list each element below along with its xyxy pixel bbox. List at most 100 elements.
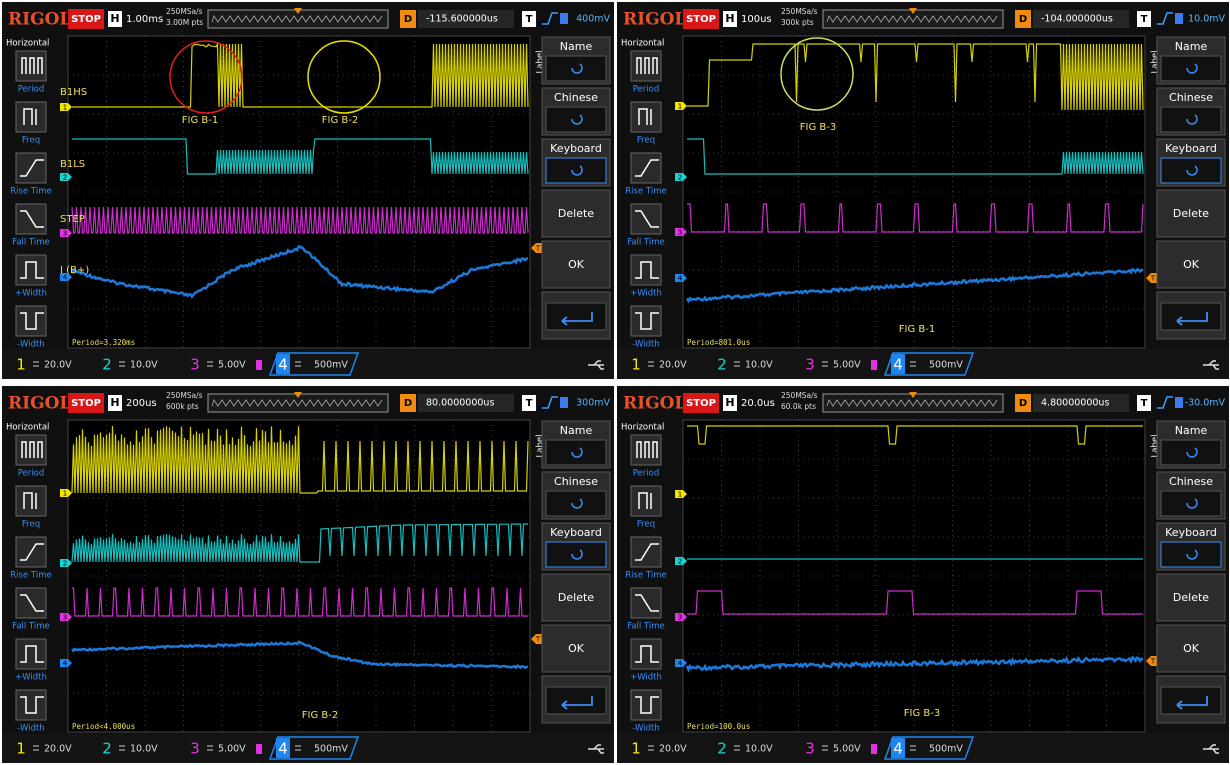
left-menu-title: Horizontal — [6, 423, 49, 433]
channel-number: 4 — [893, 356, 903, 374]
measurement: Period<4.000us — [72, 722, 135, 731]
source-icon — [560, 13, 568, 24]
channel-marker — [675, 659, 687, 667]
trigger-level: -30.0mV — [1185, 398, 1226, 409]
channel-label: B1LS — [60, 159, 85, 170]
waveform — [71, 425, 529, 494]
menu-knob — [545, 541, 607, 568]
channel-marker-label: 1 — [63, 104, 67, 112]
scope-panel: RIGOL STOP H 200us 250MSa/s 600k pts D 80.00000… — [2, 386, 614, 763]
left-menu-item: Freq — [22, 520, 40, 530]
sample-rate: 250MSa/s — [781, 391, 818, 400]
measure-glyph — [21, 441, 43, 458]
channel-number: 2 — [717, 740, 727, 758]
active-channel-bg — [883, 736, 975, 760]
left-menu-item: +Width — [630, 289, 662, 299]
return-icon — [561, 312, 593, 326]
menu-knob — [545, 439, 607, 466]
channel-scale: 20.0V — [659, 360, 687, 371]
channel-marker — [675, 102, 687, 110]
menu-key-label: Name — [560, 40, 593, 53]
channel-scale: 5.00V — [833, 360, 861, 371]
coupling-icon — [119, 745, 125, 751]
menu-key-label: OK — [568, 258, 585, 271]
memory-depth: 3.00M pts — [166, 18, 203, 27]
coupling-icon — [33, 745, 39, 751]
t-label: T — [1141, 398, 1148, 409]
channel-number: 2 — [717, 356, 727, 374]
left-menu-item: Rise Time — [10, 187, 51, 197]
coupling-icon — [822, 745, 828, 751]
channel-marker — [675, 228, 687, 236]
channel-marker — [60, 273, 72, 281]
channel-marker-label: 4 — [63, 274, 68, 282]
menu-knob — [1160, 157, 1222, 184]
trigger-level: 10.0mV — [1188, 14, 1225, 25]
channel-marker-label: 4 — [678, 660, 683, 668]
measure-glyph — [635, 261, 659, 279]
left-menu-item: Period — [633, 85, 660, 95]
bw-icon — [256, 744, 262, 754]
measure-glyph — [20, 645, 44, 663]
left-menu-item: Rise Time — [625, 571, 666, 581]
knob-icon — [1186, 63, 1198, 74]
left-menu-item: +Width — [630, 673, 662, 683]
channel-scale: 10.0V — [745, 360, 773, 371]
channel-scale: 500mV — [314, 744, 348, 755]
sample-rate: 250MSa/s — [166, 7, 203, 16]
channel-scale: 5.00V — [833, 744, 861, 755]
coupling-icon — [207, 361, 213, 367]
menu-key-label: Chinese — [554, 91, 598, 104]
channel-marker-label: 2 — [63, 560, 67, 568]
waveform — [72, 41, 529, 108]
menu-key — [1156, 240, 1226, 289]
return-icon — [1176, 312, 1208, 326]
menu-knob — [545, 55, 607, 82]
left-menu-item: Fall Time — [12, 622, 50, 632]
trigger-pos-wave — [826, 399, 998, 407]
delay: 80.0000000us — [426, 398, 494, 409]
knob-icon — [571, 447, 583, 458]
t-marker — [531, 634, 542, 644]
channel-number: 4 — [893, 740, 903, 758]
channel-marker-label: 3 — [63, 614, 67, 622]
bw-icon — [871, 360, 877, 370]
channel-scale: 20.0V — [44, 360, 72, 371]
right-menu-title: Label — [536, 435, 546, 458]
h-box — [723, 395, 737, 411]
t-label: T — [1141, 14, 1148, 25]
d-label: D — [1019, 14, 1027, 25]
menu-key-label: Keyboard — [1165, 526, 1217, 539]
brand: RIGOL — [8, 394, 71, 414]
t-marker-label: T — [535, 636, 541, 644]
knob-icon — [571, 63, 583, 74]
measure-glyph — [635, 312, 659, 330]
right-menu-title: Label — [536, 51, 546, 74]
sample-rate: 250MSa/s — [166, 391, 203, 400]
knob-icon — [1186, 549, 1198, 560]
active-channel-bg — [268, 352, 360, 376]
delay: -115.600000us — [426, 14, 498, 25]
channel-number-bg — [276, 738, 290, 758]
trigger-edge-icon — [542, 396, 558, 409]
channel-marker-label: 2 — [678, 558, 682, 566]
source-icon — [1175, 13, 1183, 24]
trigger-level: 400mV — [576, 14, 610, 25]
waveform — [71, 206, 529, 234]
channel-marker — [60, 229, 72, 237]
coupling-icon — [119, 361, 125, 367]
trigger-pos-marker — [294, 392, 302, 398]
coupling-icon — [207, 745, 213, 751]
coupling-icon — [33, 361, 39, 367]
coupling-icon — [295, 745, 301, 751]
channel-marker-label: 1 — [63, 490, 67, 498]
menu-key-label: OK — [568, 642, 585, 655]
channel-marker-label: 3 — [678, 229, 682, 237]
trigger-pos-wave — [211, 15, 383, 23]
menu-key — [541, 573, 611, 622]
h-label: H — [725, 12, 734, 25]
delay: -104.000000us — [1041, 14, 1113, 25]
d-box — [400, 394, 416, 412]
measure-glyph — [635, 594, 659, 612]
